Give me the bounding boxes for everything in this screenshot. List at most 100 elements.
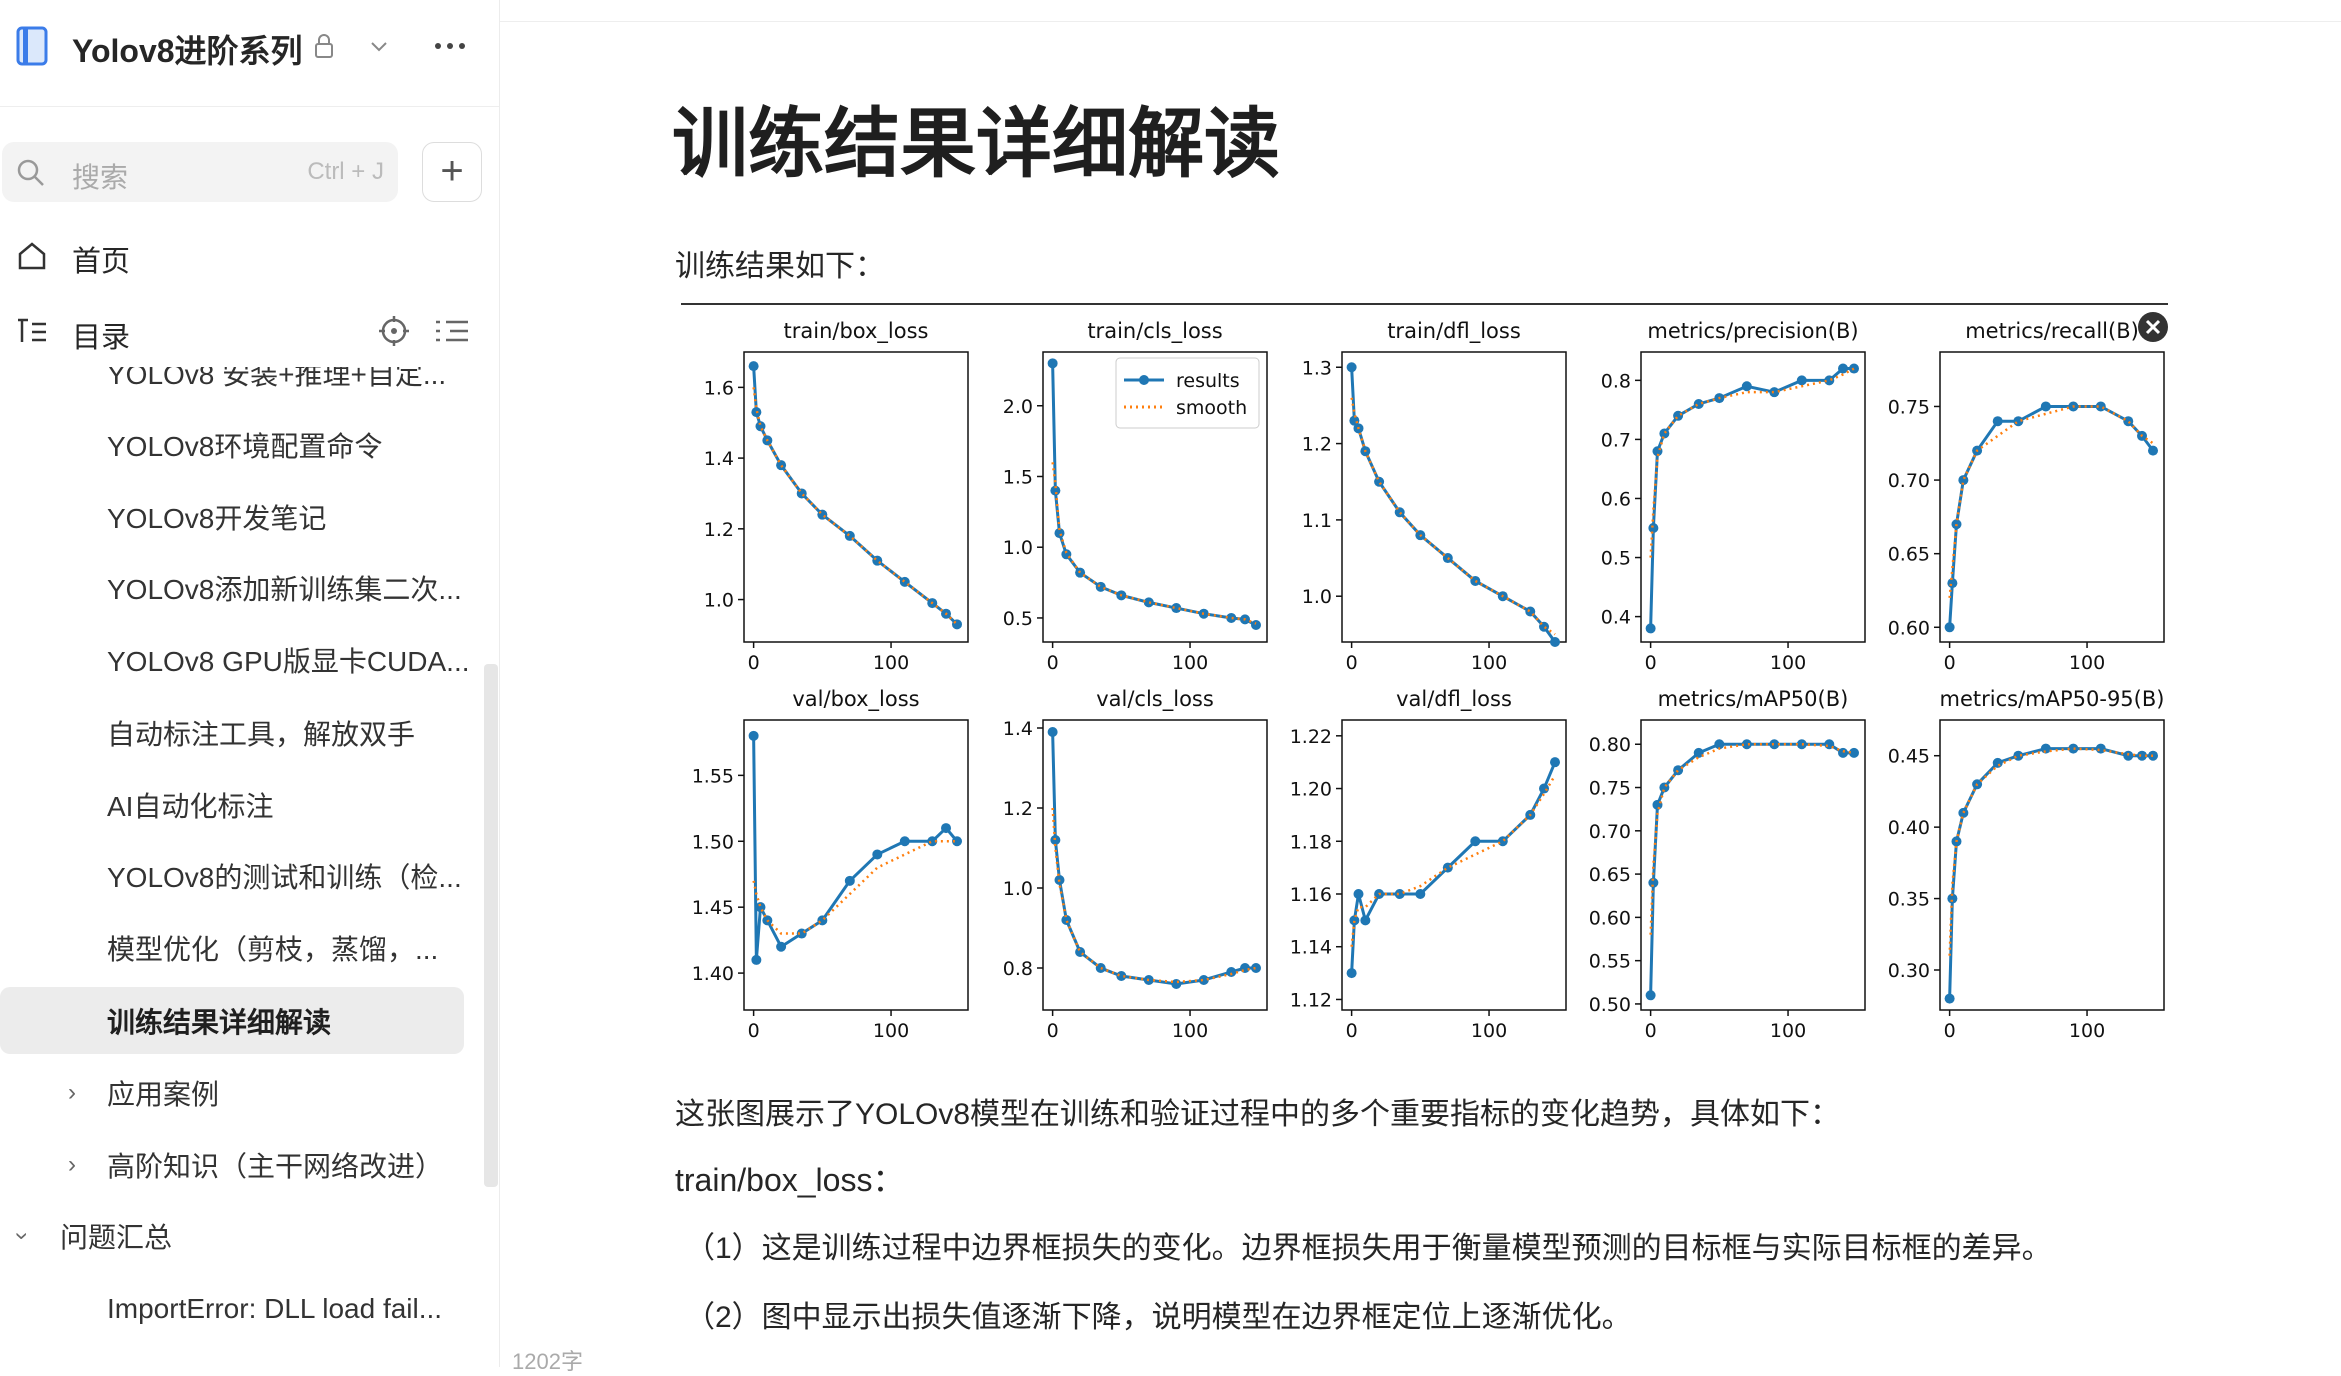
data-point [1226, 967, 1237, 977]
toc-item-active[interactable]: 训练结果详细解读 [107, 1007, 332, 1038]
y-tick-label: 0.7 [1601, 429, 1631, 451]
data-point [1673, 410, 1684, 421]
nav-home[interactable]: 首页 [72, 246, 131, 278]
chart-title: metrics/mAP50(B) [1658, 687, 1849, 711]
data-point [1251, 963, 1262, 973]
y-tick-label: 0.55 [1589, 951, 1631, 973]
y-tick-label: 1.5 [1003, 466, 1033, 488]
data-point [1741, 381, 1752, 392]
toc-group[interactable]: 问题汇总 [60, 1222, 173, 1253]
x-tick-label: 0 [748, 652, 760, 674]
chart-title: train/cls_loss [1087, 319, 1222, 344]
toc-item[interactable]: 自动标注工具，解放双手 [107, 719, 416, 750]
series-line [1051, 807, 1257, 984]
toc-item[interactable]: YOLOv8 安装+推理+自定... [107, 359, 447, 390]
toc-item[interactable]: AI自动化标注 [107, 791, 274, 822]
data-point [1116, 971, 1127, 981]
chart-title: metrics/precision(B) [1647, 319, 1858, 343]
more-icon[interactable] [432, 39, 472, 53]
data-point [1050, 835, 1061, 845]
data-point [1415, 889, 1426, 899]
chart-title: val/cls_loss [1096, 687, 1214, 712]
x-tick-label: 100 [873, 1020, 909, 1042]
data-point [1550, 757, 1561, 768]
data-point [1143, 597, 1154, 608]
y-tick-label: 0.6 [1601, 488, 1631, 510]
image-top-line [681, 303, 2168, 305]
series-line [1649, 367, 1855, 629]
paragraph: （1）这是训练过程中边界框损失的变化。边界框损失用于衡量模型预测的目标框与实际目… [685, 1232, 2052, 1265]
axes-frame [743, 351, 969, 643]
chevron[interactable]: › [9, 1232, 36, 1240]
y-tick-label: 0.75 [1589, 778, 1631, 800]
data-point [1050, 485, 1061, 496]
x-tick-label: 0 [1047, 1020, 1059, 1042]
toc-item[interactable]: YOLOv8的测试和训练（检... [107, 862, 462, 893]
chevron[interactable]: › [68, 1079, 76, 1106]
y-tick-label: 1.45 [692, 897, 734, 919]
chevron[interactable]: › [68, 1151, 76, 1178]
y-tick-label: 0.80 [1589, 734, 1631, 756]
data-point [1659, 428, 1670, 439]
toc-item[interactable]: YOLOv8添加新训练集二次... [107, 574, 462, 605]
y-tick-label: 0.8 [1003, 958, 1033, 980]
data-point [1346, 362, 1357, 373]
y-tick-label: 0.45 [1888, 746, 1930, 768]
series-line [752, 387, 958, 626]
data-point [941, 823, 952, 834]
add-button[interactable]: + [422, 142, 482, 202]
data-point [1047, 727, 1058, 737]
active-item-bg [0, 987, 464, 1054]
y-tick-label: 0.5 [1601, 548, 1631, 570]
toc-item[interactable]: ImportError: DLL load fail... [107, 1293, 443, 1324]
data-point [1947, 893, 1958, 904]
data-point [1796, 375, 1807, 386]
toc-item[interactable]: YOLOv8环境配置命令 [107, 431, 383, 462]
legend-label: smooth [1176, 397, 1247, 419]
data-point [1374, 476, 1385, 487]
data-point [751, 954, 762, 965]
data-point [748, 361, 759, 372]
data-point [2040, 743, 2051, 754]
scrollbar[interactable] [484, 664, 498, 1187]
search-box[interactable]: 搜索 Ctrl + J [2, 142, 398, 202]
data-point [1992, 757, 2003, 768]
y-tick-label: 0.4 [1601, 607, 1631, 629]
data-point [2040, 401, 2051, 412]
paragraph: 这张图展示了YOLOv8模型在训练和验证过程中的多个重要指标的变化趋势，具体如下… [675, 1098, 1841, 1131]
data-point [1769, 739, 1780, 750]
home-icon [18, 242, 46, 270]
x-tick-label: 0 [1047, 652, 1059, 674]
data-point [1226, 612, 1237, 623]
doc-intro: 训练结果如下： [675, 250, 885, 283]
y-tick-label: 1.0 [1003, 537, 1033, 559]
data-point [1958, 807, 1969, 818]
space-title[interactable]: Yolov8进阶系列 [72, 33, 303, 69]
series-line [1051, 731, 1257, 986]
toc-item[interactable]: YOLOv8开发笔记 [107, 503, 327, 534]
toc-item[interactable]: 模型优化（剪枝，蒸馏，... [107, 934, 439, 965]
y-tick-label: 1.2 [704, 519, 734, 541]
x-tick-label: 0 [1645, 1020, 1657, 1042]
data-point [1470, 836, 1481, 847]
series-line [1649, 742, 1855, 935]
axes-frame [1939, 351, 2165, 643]
y-tick-label: 1.18 [1290, 831, 1332, 853]
nav-toc[interactable]: 目录 [72, 322, 131, 354]
toc-item[interactable]: 高阶知识（主干网络改进） [107, 1151, 444, 1182]
data-point [748, 730, 759, 741]
data-point [2123, 750, 2134, 761]
search-icon [17, 159, 44, 186]
y-tick-label: 1.12 [1290, 989, 1332, 1011]
header-icons [315, 34, 387, 58]
x-tick-label: 0 [1346, 652, 1358, 674]
data-point [1075, 567, 1086, 578]
shortcut: Ctrl + J [307, 158, 384, 185]
toc-item[interactable]: 应用案例 [107, 1079, 220, 1110]
x-tick-label: 100 [1471, 652, 1507, 674]
data-point [1061, 915, 1072, 925]
chart-title: train/box_loss [784, 319, 929, 344]
sidebar: Yolov8进阶系列 搜索 Ctrl + J + 首页 目录 YOLOv8 安装… [0, 0, 500, 1367]
data-point [1992, 416, 2003, 427]
toc-item[interactable]: YOLOv8 GPU版显卡CUDA... [107, 646, 470, 677]
